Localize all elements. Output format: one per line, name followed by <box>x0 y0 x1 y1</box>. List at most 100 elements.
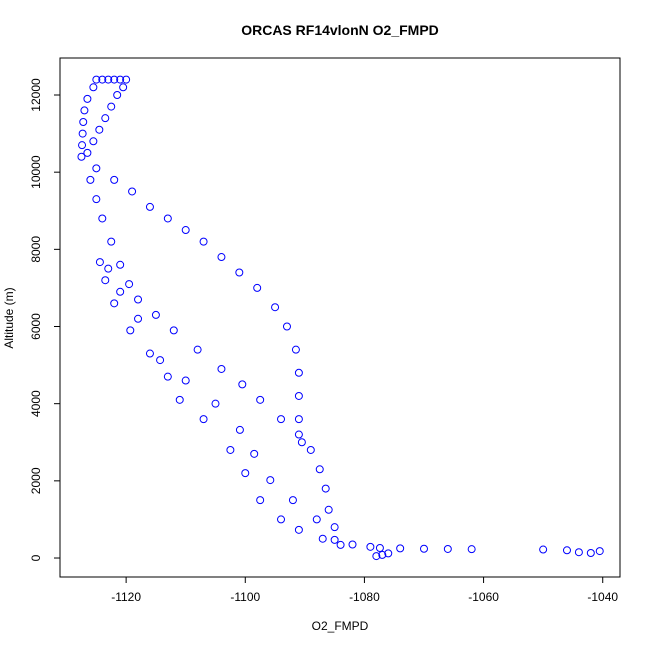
point <box>107 102 116 111</box>
point <box>238 380 247 389</box>
x-tick-label: -1060 <box>468 590 499 604</box>
point <box>372 552 381 561</box>
point <box>78 141 87 150</box>
point <box>80 106 89 115</box>
point <box>312 515 321 524</box>
chart-title: ORCAS RF14vlonN O2_FMPD <box>241 22 439 38</box>
point <box>321 484 330 493</box>
point <box>384 549 393 558</box>
point <box>586 549 595 558</box>
point <box>294 525 303 534</box>
point <box>574 548 583 557</box>
point <box>366 542 375 551</box>
point <box>288 496 297 505</box>
point <box>86 175 95 184</box>
point <box>163 214 172 223</box>
point <box>378 550 387 559</box>
point <box>110 75 119 84</box>
point <box>175 395 184 404</box>
y-tick-label: 6000 <box>29 313 43 340</box>
point <box>181 376 190 385</box>
point <box>145 349 154 358</box>
point <box>199 237 208 246</box>
point <box>595 547 604 556</box>
y-axis-label: Altitude (m) <box>2 287 16 348</box>
x-tick-label: -1100 <box>230 590 260 604</box>
point <box>467 545 476 554</box>
point <box>235 425 244 434</box>
point <box>113 91 122 100</box>
point <box>539 545 548 554</box>
point <box>116 287 125 296</box>
point <box>156 356 165 365</box>
point <box>89 137 98 146</box>
point <box>92 195 101 204</box>
plot-frame <box>59 57 621 578</box>
point <box>277 515 286 524</box>
point <box>110 175 119 184</box>
y-tick-label: 2000 <box>29 467 43 494</box>
point <box>107 237 116 246</box>
point <box>271 303 280 312</box>
point <box>294 391 303 400</box>
point <box>110 299 119 308</box>
point <box>277 415 286 424</box>
point <box>163 372 172 381</box>
point <box>181 226 190 235</box>
point <box>217 253 226 262</box>
point <box>250 449 259 458</box>
point <box>77 152 86 161</box>
point <box>297 438 306 447</box>
point <box>83 148 92 157</box>
point <box>134 295 143 304</box>
x-axis-label: O2_FMPD <box>312 619 369 633</box>
point <box>95 258 104 267</box>
point <box>145 202 154 211</box>
point <box>266 476 275 485</box>
point <box>217 364 226 373</box>
point <box>330 535 339 544</box>
point <box>98 214 107 223</box>
point <box>78 129 87 138</box>
point <box>336 540 345 549</box>
point <box>95 125 104 134</box>
point <box>151 310 160 319</box>
point <box>122 75 131 84</box>
point <box>83 94 92 103</box>
point <box>125 280 134 289</box>
point <box>128 187 137 196</box>
point <box>193 345 202 354</box>
point <box>256 496 265 505</box>
point <box>101 276 110 285</box>
y-tick-label: 10000 <box>29 155 43 189</box>
point <box>126 326 135 335</box>
point <box>241 469 250 478</box>
point <box>116 75 125 84</box>
point <box>98 75 107 84</box>
point <box>291 345 300 354</box>
point <box>134 314 143 323</box>
point <box>306 445 315 454</box>
y-tick-label: 8000 <box>29 236 43 263</box>
point <box>256 395 265 404</box>
y-tick-label: 12000 <box>29 78 43 112</box>
x-tick-label: -1080 <box>349 590 380 604</box>
point <box>294 415 303 424</box>
point <box>101 114 110 123</box>
point <box>324 505 333 514</box>
point <box>318 534 327 543</box>
point <box>104 75 113 84</box>
point <box>420 544 428 553</box>
point <box>443 544 452 553</box>
y-tick-label: 0 <box>29 554 43 561</box>
point <box>226 445 235 454</box>
x-tick-label: -1040 <box>587 590 618 604</box>
point <box>562 546 571 555</box>
point <box>119 83 128 92</box>
point <box>330 523 339 532</box>
point <box>348 540 357 549</box>
y-tick-label: 4000 <box>29 390 43 417</box>
point <box>89 83 98 92</box>
point <box>282 322 291 331</box>
